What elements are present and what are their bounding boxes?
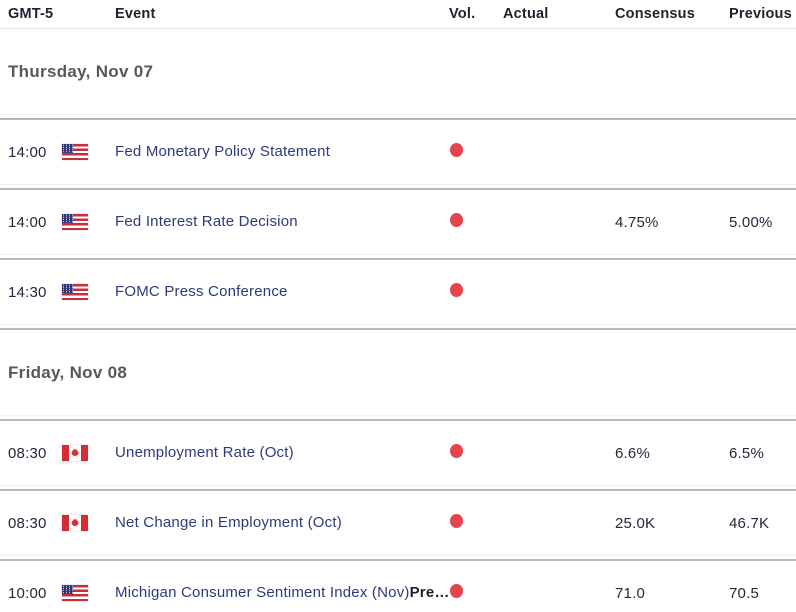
row-divider bbox=[0, 415, 796, 421]
row-divider bbox=[0, 485, 796, 491]
event-name-link[interactable]: Fed Interest Rate Decision bbox=[115, 213, 298, 230]
col-header-previous: Previous bbox=[729, 6, 792, 22]
row-divider bbox=[0, 184, 796, 190]
date-section-header: Thursday, Nov 07 bbox=[0, 29, 796, 114]
event-row[interactable]: 14:30 FOMC Press Conference bbox=[0, 260, 796, 324]
consensus-value: 25.0K bbox=[615, 514, 656, 532]
event-row[interactable]: 10:00 Michigan Consumer Sentiment Index … bbox=[0, 561, 796, 612]
col-header-event: Event bbox=[115, 6, 156, 22]
event-time: 14:00 bbox=[8, 213, 47, 231]
consensus-value: 4.75% bbox=[615, 213, 659, 231]
event-name-link[interactable]: Fed Monetary Policy Statement bbox=[115, 143, 331, 160]
table-header: GMT-5 Event Vol. Actual Consensus Previo… bbox=[0, 0, 796, 29]
event-time: 08:30 bbox=[8, 514, 47, 532]
event-name-link[interactable]: FOMC Press Conference bbox=[115, 283, 288, 300]
date-label: Thursday, Nov 07 bbox=[8, 61, 154, 81]
event-row[interactable]: 14:00 Fed Interest Rate Decision 4.75% 5… bbox=[0, 190, 796, 254]
col-header-gmt: GMT-5 bbox=[8, 6, 54, 22]
previous-value: 5.00% bbox=[729, 213, 773, 231]
row-divider bbox=[0, 555, 796, 561]
ca-flag-icon bbox=[62, 444, 88, 461]
volatility-dot-icon bbox=[450, 583, 463, 598]
event-row[interactable]: 14:00 Fed Monetary Policy Statement bbox=[0, 120, 796, 184]
row-divider bbox=[0, 324, 796, 330]
event-name-link[interactable]: Unemployment Rate (Oct) bbox=[115, 444, 294, 461]
us-flag-icon bbox=[62, 283, 88, 300]
us-flag-icon bbox=[62, 143, 88, 160]
previous-value: 6.5% bbox=[729, 444, 764, 462]
col-header-consensus: Consensus bbox=[615, 6, 695, 22]
col-header-actual: Actual bbox=[503, 6, 549, 22]
event-time: 14:00 bbox=[8, 143, 47, 161]
ca-flag-icon bbox=[62, 514, 88, 531]
date-label: Friday, Nov 08 bbox=[8, 362, 128, 382]
row-divider bbox=[0, 254, 796, 260]
us-flag-icon bbox=[62, 213, 88, 230]
event-row[interactable]: 08:30 Net Change in Employment (Oct) 25.… bbox=[0, 491, 796, 555]
consensus-value: 6.6% bbox=[615, 444, 650, 462]
event-row[interactable]: 08:30 Unemployment Rate (Oct) 6.6% 6.5% bbox=[0, 421, 796, 485]
maple-leaf-icon bbox=[70, 448, 80, 457]
previous-value: 46.7K bbox=[729, 514, 770, 532]
event-time: 08:30 bbox=[8, 444, 47, 462]
volatility-dot-icon bbox=[450, 443, 463, 458]
row-divider bbox=[0, 114, 796, 120]
volatility-dot-icon bbox=[450, 142, 463, 157]
us-flag-icon bbox=[62, 584, 88, 601]
calendar-body: Thursday, Nov 07 14:00 Fed Monetary Poli… bbox=[0, 29, 796, 612]
event-name-link[interactable]: Michigan Consumer Sentiment Index (Nov) bbox=[115, 584, 410, 601]
event-time: 14:30 bbox=[8, 283, 47, 301]
previous-value: 70.5 bbox=[729, 584, 759, 602]
volatility-dot-icon bbox=[450, 212, 463, 227]
volatility-dot-icon bbox=[450, 513, 463, 528]
event-name-link[interactable]: Net Change in Employment (Oct) bbox=[115, 514, 342, 531]
date-section-header: Friday, Nov 08 bbox=[0, 330, 796, 415]
event-time: 10:00 bbox=[8, 584, 47, 602]
event-suffix: Pre… bbox=[409, 584, 450, 601]
consensus-value: 71.0 bbox=[615, 584, 645, 602]
maple-leaf-icon bbox=[70, 518, 80, 527]
volatility-dot-icon bbox=[450, 282, 463, 297]
col-header-vol: Vol. bbox=[449, 6, 476, 22]
